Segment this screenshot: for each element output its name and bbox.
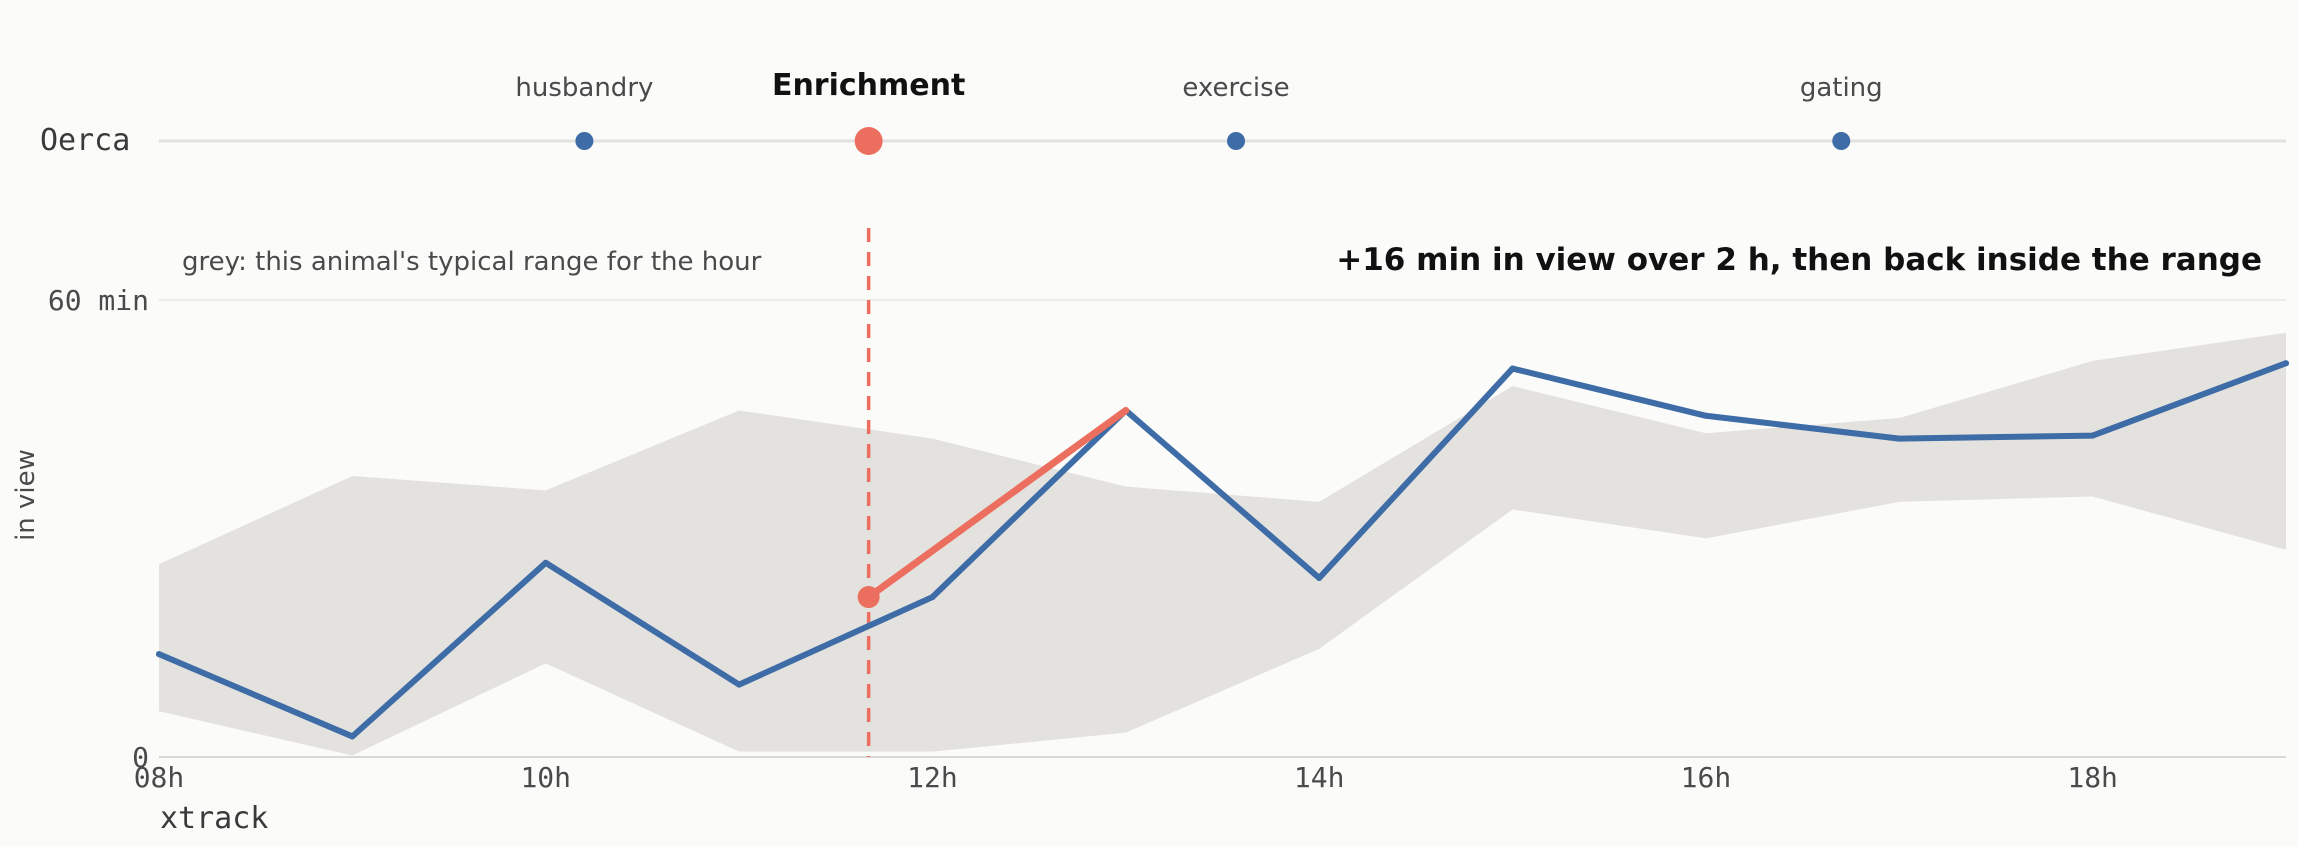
track-event-label-0: husbandry [515,73,653,103]
event-track: Oerca husbandry Enrichment exercise gating [40,68,2286,158]
series-point-8 [1702,412,1709,419]
x-tick-label-4: 16h [1681,761,1732,794]
x-tick-label-5: 18h [2067,761,2118,794]
x-axis-ticks: 08h 10h 12h 14h 16h 18h [134,761,2118,794]
series-point-10 [2089,432,2096,439]
track-event-dot-2 [1227,132,1246,150]
y-axis-label: in view [11,449,41,541]
track-event-label-3: gating [1800,73,1883,103]
series-point-4 [929,594,936,601]
series-line [156,360,2289,740]
y-axis-ticks: 0 60 min [48,284,149,774]
x-axis-label: xtrack [160,801,268,836]
series-point-9 [1896,435,1903,442]
x-tick-label-2: 12h [907,761,958,794]
y-tick-label-0: 0 [132,741,149,774]
track-event-label-2: exercise [1182,73,1289,103]
track-event-label-1: Enrichment [772,68,965,103]
series-point-1 [349,733,356,740]
x-tick-label-1: 10h [520,761,571,794]
series-point-6 [1316,575,1323,582]
track-events: husbandry Enrichment exercise gating [515,68,1883,155]
series-point-3 [736,681,743,688]
x-tick-label-3: 14h [1294,761,1345,794]
series-point-2 [542,559,549,566]
typical-range-band [159,332,2286,756]
track-event-dot-3 [1832,132,1851,150]
track-event-dot-0 [575,132,594,150]
series-point-0 [156,651,162,658]
band-note: grey: this animal's typical range for th… [182,247,762,277]
track-event-dot-1 [854,127,883,155]
headline-annotation: +16 min in view over 2 h, then back insi… [1336,242,2262,278]
series-point-7 [1509,365,1516,372]
highlight-segment [865,406,1130,601]
series-point-11 [2283,360,2289,367]
event-marker-dot [857,586,880,609]
series-points [156,360,2289,740]
track-name: Oerca [40,123,130,158]
plot-area: 08h 10h 12h 14h 16h 18h 0 60 min grey: this an… [11,228,2289,836]
y-tick-label-1: 60 min [48,284,149,317]
x-tick-label-0: 08h [134,761,185,794]
